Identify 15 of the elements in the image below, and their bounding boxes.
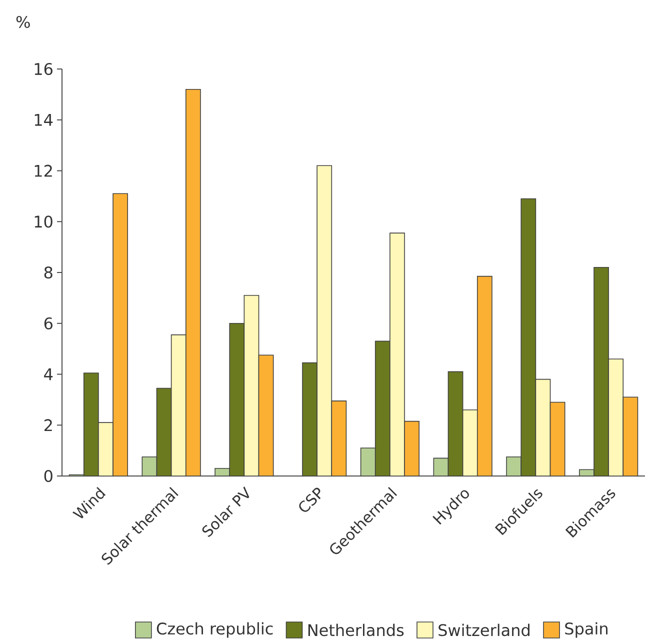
legend-label: Netherlands xyxy=(308,624,404,636)
y-tick-label: 0 xyxy=(44,470,52,482)
y-tick-label: 12 xyxy=(34,164,52,177)
legend-label: Spain xyxy=(565,622,608,638)
legend-label: Czech republic xyxy=(156,622,273,638)
y-tick-label: 16 xyxy=(34,62,52,76)
y-tick-label: 14 xyxy=(34,114,53,126)
y-tick-label: 2 xyxy=(44,419,52,432)
y-axis-title: % xyxy=(16,16,30,28)
y-tick-label: 8 xyxy=(44,266,52,279)
legend-label: Switzerland xyxy=(438,624,530,636)
x-tick-label: CSP xyxy=(299,488,321,512)
y-tick-label: 10 xyxy=(34,216,52,228)
y-tick-label: 6 xyxy=(44,317,52,330)
y-tick-label: 4 xyxy=(44,368,53,380)
